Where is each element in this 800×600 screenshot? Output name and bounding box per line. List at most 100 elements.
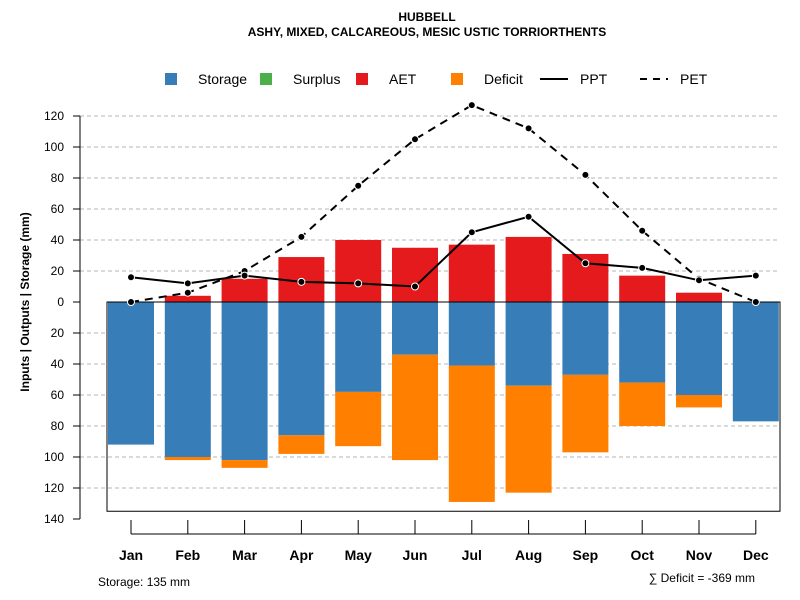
y-tick-label: 60 <box>51 202 65 216</box>
bar-deficit-apr <box>278 435 325 454</box>
point-ppt-jun <box>411 282 419 291</box>
point-pet-jul <box>467 101 476 110</box>
point-ppt-jan <box>127 273 135 282</box>
point-pet-dec <box>751 298 760 306</box>
point-ppt-oct <box>638 263 647 272</box>
bar-storage-jun <box>392 302 438 355</box>
point-ppt-jul <box>467 228 476 237</box>
line-ppt <box>130 215 756 288</box>
point-pet-feb <box>183 288 192 297</box>
x-tick-label-sep: Sep <box>573 547 599 563</box>
bar-storage-jul <box>448 302 495 366</box>
y-tick-label: 80 <box>51 171 65 185</box>
bar-deficit-feb <box>164 457 211 461</box>
x-axis: Jan Feb Mar Apr May Jun Jul Aug Sep Oct Nov Dec <box>119 520 769 563</box>
bar-storage-apr <box>278 302 325 436</box>
point-ppt-mar <box>240 271 249 280</box>
legend-label-ppt: PPT <box>580 71 608 87</box>
bar-aet-oct <box>619 275 666 302</box>
legend-label-deficit: Deficit <box>484 71 523 87</box>
y-tick-label: 120 <box>44 481 64 495</box>
x-tick-label-jul: Jul <box>462 547 482 563</box>
storage-annotation: Storage: 135 mm <box>98 575 190 589</box>
bar-deficit-mar <box>221 460 268 468</box>
x-tick-label-nov: Nov <box>686 547 713 563</box>
x-tick-label-dec: Dec <box>743 547 769 563</box>
bar-deficit-oct <box>619 382 666 426</box>
bar-storage-may <box>335 302 382 392</box>
legend: Storage Surplus AET Deficit PPT PET <box>165 71 708 87</box>
legend-label-storage: Storage <box>198 71 247 87</box>
x-tick-label-aug: Aug <box>515 547 542 563</box>
line-pet <box>130 104 757 303</box>
point-ppt-apr <box>297 277 306 286</box>
y-tick-label: 80 <box>51 419 65 433</box>
y-tick-label: 100 <box>44 140 64 154</box>
bar-aet-jun <box>392 247 438 302</box>
x-tick-label-jan: Jan <box>119 547 143 563</box>
bar-deficit-sep <box>562 374 609 453</box>
point-ppt-sep <box>581 259 590 268</box>
y-tick-label: 0 <box>57 295 64 309</box>
bar-aet-feb <box>164 295 211 302</box>
x-tick-label-jun: Jun <box>403 547 428 563</box>
point-ppt-may <box>354 279 363 288</box>
bar-deficit-jul <box>448 365 495 502</box>
y-tick-label: 60 <box>51 388 65 402</box>
bar-storage-jan <box>108 302 154 445</box>
y-tick-label: 120 <box>44 109 64 123</box>
bar-deficit-may <box>335 391 382 447</box>
bar-storage-dec <box>732 302 779 422</box>
legend-label-surplus: Surplus <box>293 71 340 87</box>
legend-swatch-deficit <box>451 73 463 85</box>
point-pet-aug <box>524 124 533 133</box>
y-axis: 120 100 80 60 40 20 0 20 40 60 80 100 120 140 <box>44 109 81 526</box>
point-pet-jun <box>411 135 419 144</box>
x-tick-label-feb: Feb <box>175 547 200 563</box>
point-pet-apr <box>297 232 306 241</box>
y-tick-label: 100 <box>44 450 64 464</box>
y-axis-title: Inputs | Outputs | Storage (mm) <box>18 212 32 391</box>
bar-storage-oct <box>619 302 666 383</box>
bar-storage-sep <box>562 302 609 375</box>
point-pet-may <box>354 181 363 190</box>
legend-label-aet: AET <box>389 71 417 87</box>
bar-aet-nov <box>676 292 722 302</box>
chart-subtitle: ASHY, MIXED, CALCAREOUS, MESIC USTIC TOR… <box>248 25 606 39</box>
point-ppt-dec <box>751 271 760 280</box>
y-tick-label: 40 <box>51 233 65 247</box>
point-pet-jan <box>127 298 135 306</box>
series-lines <box>127 101 760 306</box>
bar-aet-may <box>335 240 382 302</box>
bar-storage-nov <box>676 302 722 395</box>
bar-aet-aug <box>505 236 552 302</box>
bar-deficit-nov <box>676 395 722 408</box>
y-tick-label: 20 <box>51 326 65 340</box>
point-ppt-aug <box>524 212 533 221</box>
bar-deficit-jun <box>392 354 438 461</box>
point-pet-sep <box>581 170 590 179</box>
y-tick-label: 40 <box>51 357 65 371</box>
y-tick-label: 140 <box>44 512 64 526</box>
x-tick-label-may: May <box>345 547 372 563</box>
point-pet-oct <box>638 226 647 235</box>
legend-swatch-storage <box>165 73 177 85</box>
bar-deficit-aug <box>505 385 552 493</box>
bar-aet-mar <box>221 278 268 302</box>
y-tick-label: 20 <box>51 264 65 278</box>
x-tick-label-apr: Apr <box>289 547 314 563</box>
bar-storage-mar <box>221 302 268 461</box>
x-tick-label-mar: Mar <box>232 547 257 563</box>
chart-title: HUBBELL <box>398 10 455 24</box>
point-ppt-nov <box>695 276 703 285</box>
legend-label-pet: PET <box>680 71 708 87</box>
legend-swatch-surplus <box>260 73 272 85</box>
deficit-annotation: ∑ Deficit = -369 mm <box>649 571 755 585</box>
legend-swatch-aet <box>356 73 368 85</box>
bar-storage-aug <box>505 302 552 386</box>
bar-aet-jul <box>448 244 495 302</box>
bar-storage-feb <box>164 302 211 457</box>
point-ppt-feb <box>183 279 192 288</box>
x-tick-label-oct: Oct <box>631 547 655 563</box>
